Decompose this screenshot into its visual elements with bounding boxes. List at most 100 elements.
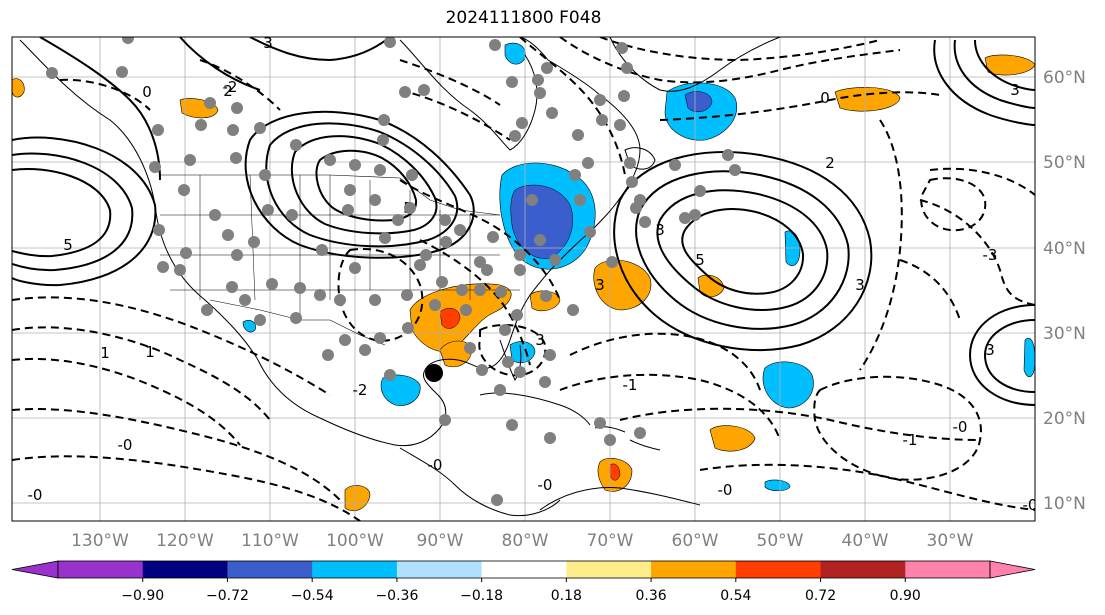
station-marker bbox=[149, 161, 161, 173]
station-marker bbox=[474, 284, 486, 296]
colorbar-segment bbox=[905, 561, 991, 578]
station-marker bbox=[618, 90, 630, 102]
station-marker bbox=[399, 86, 411, 98]
station-marker bbox=[349, 262, 361, 274]
negative-contour bbox=[12, 357, 241, 446]
station-marker bbox=[634, 427, 646, 439]
negative-contour bbox=[699, 463, 1035, 511]
longitude-label: 30°W bbox=[927, 531, 974, 551]
colorbar-tick-label: 0.90 bbox=[890, 588, 921, 604]
station-marker bbox=[402, 322, 414, 334]
contour-value-label: -1 bbox=[623, 376, 638, 394]
colorbar-segment bbox=[312, 561, 398, 578]
contour-value-label: -2 bbox=[353, 381, 368, 399]
colorbar-tick-label: 0.54 bbox=[720, 588, 751, 604]
colorbar-segment bbox=[651, 561, 737, 578]
station-marker bbox=[621, 62, 633, 74]
station-marker bbox=[339, 334, 351, 346]
positive-contour bbox=[12, 168, 112, 258]
contour-value-label: -3 bbox=[983, 246, 998, 264]
latitude-axis: 60°N 50°N 40°N 30°N 20°N 10°N bbox=[1043, 68, 1086, 514]
station-marker bbox=[254, 122, 266, 134]
longitude-label: 100°W bbox=[326, 531, 384, 551]
station-marker bbox=[567, 304, 579, 316]
negative-contour bbox=[399, 59, 501, 106]
station-marker bbox=[324, 154, 336, 166]
map-frame bbox=[11, 36, 1036, 522]
colorbar-segment bbox=[396, 561, 483, 578]
station-marker bbox=[414, 259, 426, 271]
negative-contour bbox=[559, 37, 901, 84]
station-marker bbox=[420, 249, 432, 261]
station-marker bbox=[544, 349, 556, 361]
longitude-label: 90°W bbox=[417, 531, 464, 551]
station-marker bbox=[569, 169, 581, 181]
contour-value-label: 2 bbox=[825, 154, 835, 172]
colorbar-tick-label: −0.54 bbox=[291, 588, 334, 604]
longitude-label: 70°W bbox=[587, 531, 634, 551]
strong-negative-patch bbox=[684, 91, 713, 113]
map-title: 2024111800 F048 bbox=[445, 8, 602, 28]
station-marker bbox=[572, 129, 584, 141]
longitude-label: 40°W bbox=[842, 531, 889, 551]
contour-value-label: -0 bbox=[538, 476, 553, 494]
colorbar: −0.90 −0.72 −0.54 −0.36 −0.18 0.18 0.36 0.54 0.7… bbox=[11, 560, 1036, 604]
station-marker bbox=[439, 214, 451, 226]
station-marker bbox=[266, 278, 278, 290]
negative-contour bbox=[419, 239, 531, 366]
contour-value-label: 3 bbox=[655, 221, 665, 239]
negative-anomaly-patch bbox=[380, 374, 421, 406]
station-marker bbox=[418, 84, 430, 96]
station-marker bbox=[630, 202, 642, 214]
colorbar-extend-min bbox=[11, 560, 59, 579]
station-marker bbox=[429, 299, 441, 311]
station-marker bbox=[314, 289, 326, 301]
station-marker bbox=[379, 232, 391, 244]
station-marker bbox=[401, 289, 413, 301]
contour-value-label: 1 bbox=[100, 344, 110, 362]
station-marker bbox=[534, 87, 546, 99]
station-marker bbox=[594, 94, 606, 106]
negative-contour bbox=[399, 89, 511, 141]
station-marker bbox=[377, 134, 389, 146]
station-marker bbox=[369, 194, 381, 206]
station-marker bbox=[180, 247, 192, 259]
colorbar-segment bbox=[735, 561, 822, 578]
negative-anomaly-patch bbox=[504, 42, 526, 65]
station-marker bbox=[456, 284, 468, 296]
station-marker bbox=[539, 376, 551, 388]
station-marker bbox=[669, 159, 681, 171]
station-marker bbox=[378, 114, 390, 126]
contour-value-label: 3 bbox=[535, 331, 545, 349]
positive-contour bbox=[12, 136, 157, 287]
negative-contour bbox=[919, 199, 1035, 306]
station-marker bbox=[614, 119, 626, 131]
negative-contour bbox=[399, 179, 561, 301]
negative-contour bbox=[12, 296, 331, 396]
negative-contour bbox=[899, 259, 961, 321]
positive-contour bbox=[656, 189, 829, 311]
positive-contour bbox=[968, 304, 1035, 406]
negative-contour bbox=[12, 455, 361, 521]
latitude-label: 20°N bbox=[1043, 409, 1086, 429]
positive-anomaly-patch bbox=[344, 485, 371, 512]
station-marker bbox=[604, 434, 616, 446]
map-background bbox=[12, 37, 1035, 521]
station-marker bbox=[502, 356, 514, 368]
contour-value-label: -0 bbox=[118, 436, 133, 454]
station-marker bbox=[316, 244, 328, 256]
station-marker bbox=[596, 114, 608, 126]
station-marker bbox=[534, 234, 546, 246]
longitude-label: 110°W bbox=[241, 531, 299, 551]
positive-contour bbox=[12, 152, 134, 272]
station-marker bbox=[729, 164, 741, 176]
longitude-label: 120°W bbox=[156, 531, 214, 551]
positive-anomaly-patch bbox=[593, 259, 652, 311]
latitude-label: 60°N bbox=[1043, 68, 1086, 88]
negative-contour bbox=[12, 408, 341, 501]
negative-contour bbox=[859, 119, 903, 371]
station-marker bbox=[204, 97, 216, 109]
